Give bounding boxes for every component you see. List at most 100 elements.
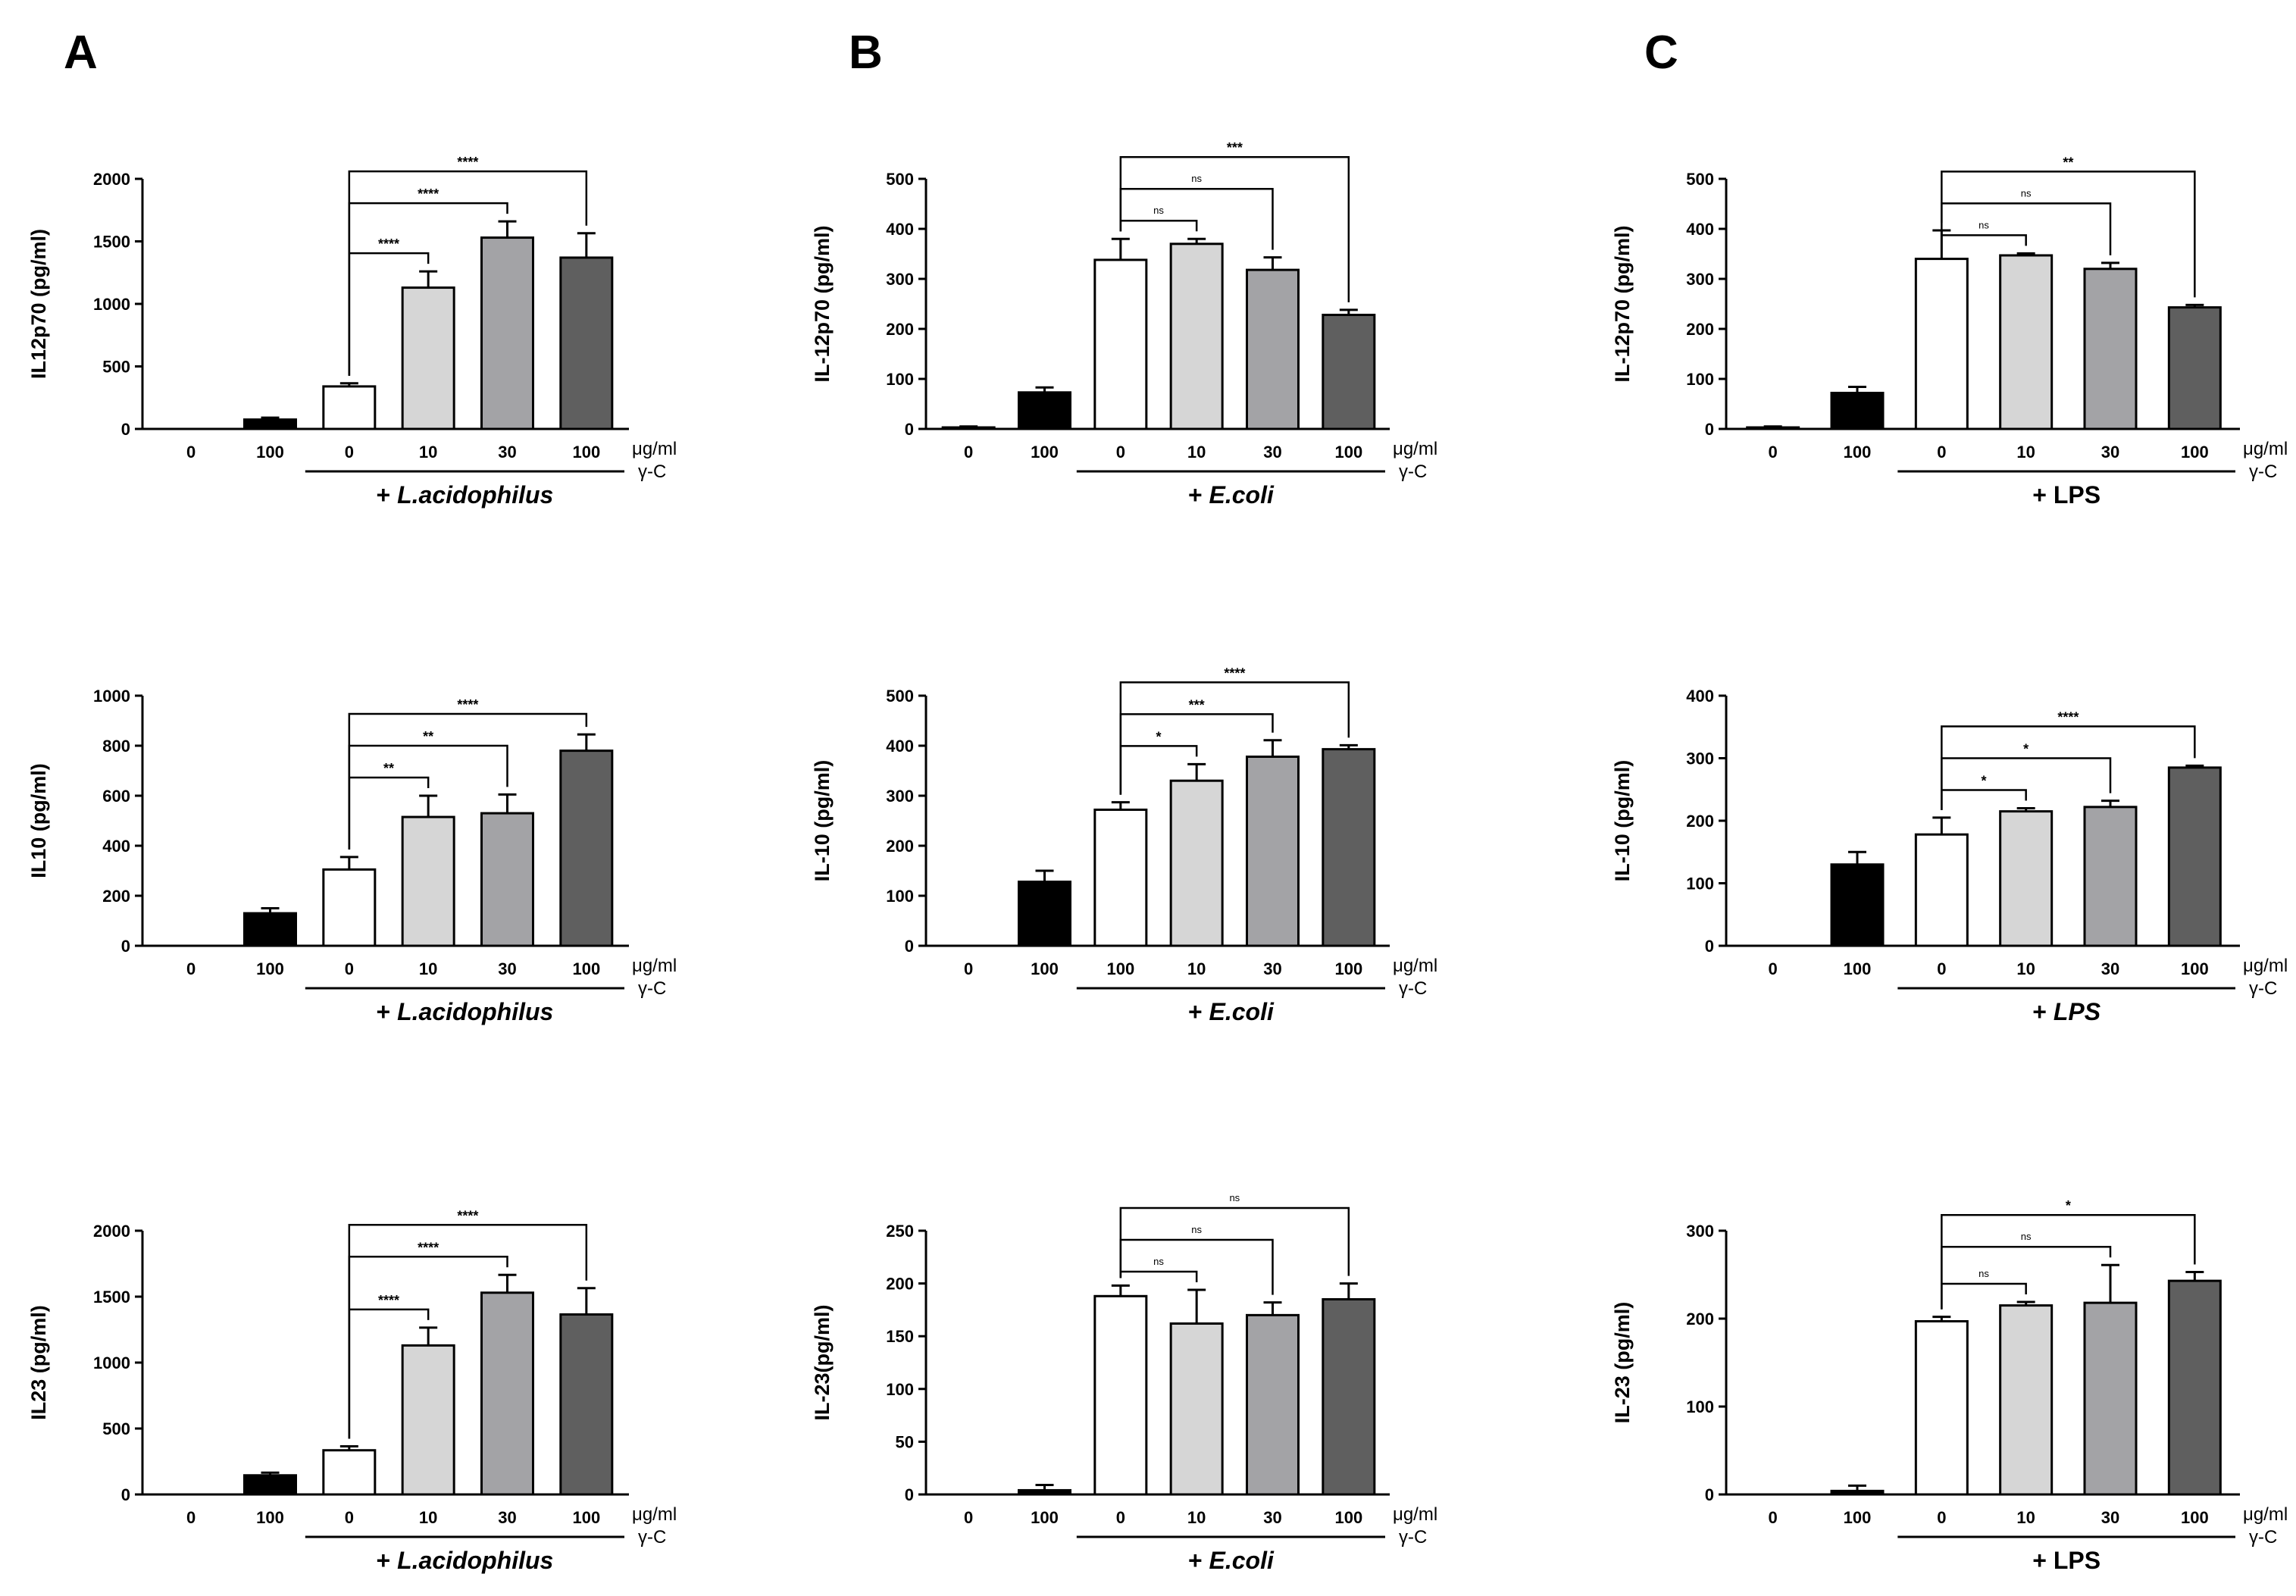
y-tick-label: 500 (1686, 170, 1714, 189)
x-tick-label: 10 (419, 959, 437, 978)
y-tick-label: 300 (886, 787, 914, 806)
unit-label: μg/ml (1393, 439, 1437, 459)
significance-label: * (1981, 774, 1986, 789)
x-tick-label: 30 (498, 959, 516, 978)
y-axis-label: IL-12p70 (pg/ml) (1611, 225, 1634, 382)
bar (1914, 833, 1969, 947)
chart-6: 0 50 100 150 200 250 IL-23(pg/ml) 0 100 0 10 30 100 μ… (811, 1192, 1437, 1574)
bar (1999, 254, 2054, 430)
bar (2167, 306, 2222, 430)
significance-label: **** (378, 1293, 399, 1308)
x-tick-label: 100 (1334, 959, 1362, 978)
treatment-name: LPS (2054, 998, 2101, 1025)
y-tick-label: 100 (1686, 370, 1714, 389)
panel-letter-c: C (1644, 27, 1678, 79)
x-tick-label: 30 (1263, 443, 1281, 462)
gamma-label: γ-C (638, 978, 666, 999)
significance-bracket (1119, 1206, 1350, 1278)
significance-label: ns (2021, 187, 2032, 199)
bar (1169, 1322, 1224, 1496)
bar (1093, 1294, 1148, 1496)
bar (1169, 243, 1224, 430)
x-tick-label: 0 (1769, 443, 1778, 462)
treatment-label: + E.coli (1188, 481, 1275, 509)
x-tick-label: 100 (256, 959, 284, 978)
y-tick-label: 400 (886, 737, 914, 756)
bar (1322, 1297, 1376, 1496)
significance-label: ** (2063, 155, 2073, 170)
y-tick-label: 100 (1686, 875, 1714, 893)
treatment-name: E.coli (1209, 1547, 1275, 1574)
panel-letter-a: A (64, 27, 98, 79)
significance-label: **** (418, 1240, 439, 1255)
x-tick-label: 30 (498, 443, 516, 462)
gamma-label: γ-C (2249, 462, 2277, 482)
bar (1322, 748, 1376, 947)
bar (559, 1313, 614, 1496)
x-tick-label: 100 (572, 959, 600, 978)
significance-label: ns (1153, 1256, 1164, 1267)
x-tick-label: 0 (345, 443, 354, 462)
x-tick-label: 100 (1031, 443, 1059, 462)
y-tick-label: 0 (1705, 1485, 1714, 1504)
significance-label: * (2023, 742, 2029, 757)
gamma-label: γ-C (638, 1527, 666, 1547)
treatment-name: L.acidophilus (397, 998, 553, 1025)
bar (322, 385, 377, 430)
significance-label: ns (1191, 173, 1202, 184)
x-tick-label: 30 (1263, 959, 1281, 978)
x-tick-label: 10 (2016, 1508, 2035, 1527)
x-tick-label: 30 (2101, 443, 2119, 462)
bar (2083, 1301, 2138, 1496)
bar (1018, 881, 1071, 947)
significance-label: * (1156, 729, 1161, 744)
treatment-prefix: + (2032, 998, 2054, 1025)
unit-label: μg/ml (2243, 439, 2288, 459)
x-tick-label: 100 (2181, 1508, 2209, 1527)
bar (559, 749, 614, 947)
y-tick-label: 300 (886, 270, 914, 289)
bar (480, 812, 534, 947)
gamma-label: γ-C (1399, 1527, 1427, 1547)
chart-8: 0 100 200 300 400 IL-10 (pg/ml) 0 100 0 10 30 100 μg… (1611, 687, 2288, 1025)
y-tick-label: 400 (102, 837, 130, 856)
bar (1830, 863, 1885, 947)
treatment-label: + L.acidophilus (377, 481, 554, 509)
significance-bracket (1119, 219, 1198, 232)
x-tick-label: 100 (256, 443, 284, 462)
y-tick-label: 100 (886, 370, 914, 389)
significance-label: ns (1229, 1192, 1240, 1203)
significance-label: **** (457, 1208, 478, 1223)
significance-bracket (1119, 1238, 1274, 1295)
significance-label: * (2066, 1198, 2071, 1213)
unit-label: μg/ml (2243, 1504, 2288, 1525)
significance-bracket (348, 1224, 588, 1439)
chart-9: 0 100 200 300 IL-23 (pg/ml) 0 100 0 10 30 100 μg/ml… (1611, 1198, 2288, 1574)
x-tick-label: 0 (1937, 959, 1946, 978)
x-tick-label: 10 (1187, 443, 1206, 462)
bar (1018, 1488, 1071, 1496)
bar (322, 868, 377, 947)
significance-bracket (1119, 681, 1350, 795)
y-tick-label: 400 (1686, 220, 1714, 239)
x-tick-label: 100 (1844, 443, 1872, 462)
significance-bracket (1941, 222, 2027, 246)
significance-bracket (1941, 1213, 2196, 1310)
x-tick-label: 0 (1937, 1508, 1946, 1527)
treatment-prefix: + (1188, 1547, 1209, 1574)
significance-bracket (1941, 725, 2196, 810)
treatment-prefix: + (1188, 998, 1209, 1025)
y-tick-label: 0 (905, 420, 914, 439)
treatment-label: + LPS (2032, 1547, 2100, 1574)
x-tick-label: 0 (1116, 1508, 1125, 1527)
x-tick-label: 100 (1334, 1508, 1362, 1527)
significance-label: ns (1153, 205, 1164, 216)
x-tick-label: 0 (186, 959, 196, 978)
y-tick-label: 400 (886, 220, 914, 239)
y-tick-label: 600 (102, 787, 130, 806)
treatment-prefix: + (377, 481, 398, 509)
x-tick-label: 30 (498, 1508, 516, 1527)
y-tick-label: 300 (1686, 270, 1714, 289)
